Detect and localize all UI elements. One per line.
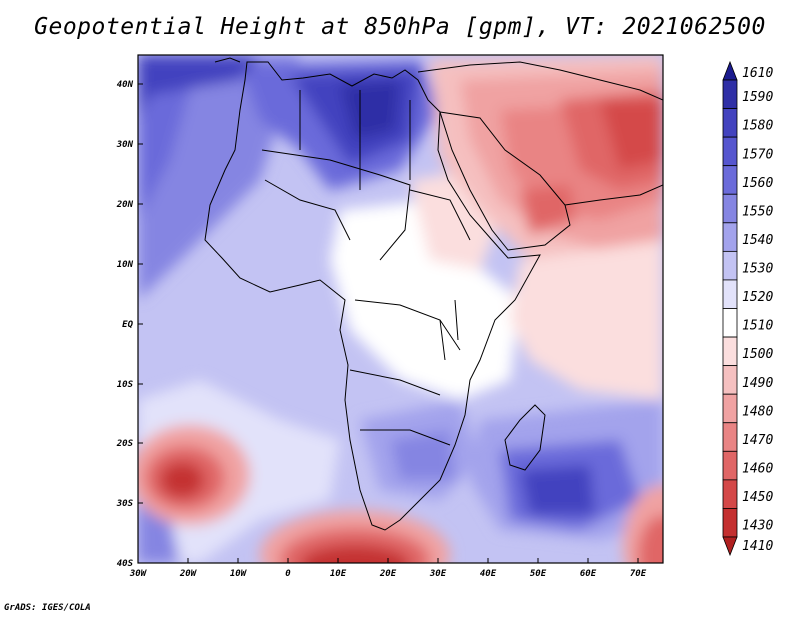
lon-label-10e: 10E bbox=[330, 569, 347, 579]
colorbar-swatch bbox=[722, 136, 738, 167]
axis-ticks bbox=[138, 83, 639, 563]
coastlines bbox=[204, 57, 663, 531]
colorbar-swatch bbox=[722, 336, 738, 367]
lon-label-40e: 40E bbox=[480, 569, 497, 579]
lon-label-50e: 50E bbox=[530, 569, 547, 579]
colorbar-swatch bbox=[722, 422, 738, 452]
colorbar-label: 1580 bbox=[742, 119, 773, 134]
colorbar-swatch bbox=[722, 250, 738, 281]
colorbar-label: 1500 bbox=[742, 347, 773, 362]
lon-label-60e: 60E bbox=[580, 569, 597, 579]
colorbar-label: 1430 bbox=[742, 519, 773, 534]
lon-label-20w: 20W bbox=[179, 569, 198, 579]
colorbar-label: 1520 bbox=[742, 290, 773, 305]
colorbar-label: 1410 bbox=[742, 539, 773, 554]
colorbar-label: 1590 bbox=[742, 90, 773, 105]
lat-label-30n: 30N bbox=[116, 140, 134, 150]
lat-label-40n: 40N bbox=[117, 80, 134, 90]
lat-label-eq: EQ bbox=[122, 320, 133, 330]
height-field bbox=[138, 55, 663, 563]
colorbar-label: 1460 bbox=[742, 461, 773, 476]
colorbar-label: 1490 bbox=[742, 376, 773, 391]
lon-label-30w: 30W bbox=[129, 569, 148, 579]
colorbar-label: 1450 bbox=[742, 490, 773, 505]
colorbar-label: 1510 bbox=[742, 319, 773, 334]
lon-label-70e: 70E bbox=[630, 569, 647, 579]
colorbar-swatch bbox=[722, 79, 738, 109]
colorbar-label: 1530 bbox=[742, 262, 773, 277]
colorbar-swatch bbox=[722, 193, 738, 224]
lat-label-20n: 20N bbox=[116, 200, 134, 210]
chart-title: Geopotential Height at 850hPa [gpm], VT:… bbox=[34, 14, 766, 40]
colorbar-swatch bbox=[722, 308, 738, 338]
colorbar-swatch bbox=[722, 108, 738, 138]
colorbar: 1610 1590 1580 1570 1560 1550 1540 1530 1520 1510… bbox=[722, 60, 773, 557]
lon-label-30e: 30E bbox=[429, 569, 447, 579]
colorbar-swatch bbox=[722, 393, 738, 424]
colorbar-swatch bbox=[722, 479, 738, 509]
lat-label-20s: 20S bbox=[116, 439, 134, 449]
colorbar-swatch bbox=[722, 279, 738, 309]
colorbar-swatch bbox=[722, 222, 738, 252]
colorbar-swatch bbox=[722, 450, 738, 481]
colorbar-swatch bbox=[722, 365, 738, 395]
colorbar-label: 1560 bbox=[742, 176, 773, 191]
lon-label-20e: 20E bbox=[379, 569, 397, 579]
colorbar-swatch bbox=[722, 165, 738, 195]
lat-label-10n: 10N bbox=[117, 260, 134, 270]
colorbar-label: 1570 bbox=[742, 147, 773, 162]
lon-label-0: 0 bbox=[285, 569, 291, 579]
colorbar-label: 1550 bbox=[742, 204, 773, 219]
colorbar-label: 1540 bbox=[742, 233, 773, 248]
map-frame bbox=[137, 54, 664, 564]
colorbar-swatch bbox=[722, 508, 738, 538]
lat-label-30s: 30S bbox=[116, 499, 134, 509]
lat-label-40s: 40S bbox=[117, 559, 134, 569]
lat-label-10s: 10S bbox=[117, 380, 134, 390]
colorbar-label: 1610 bbox=[742, 66, 773, 81]
colorbar-label: 1480 bbox=[742, 404, 773, 419]
footer-credit: GrADS: IGES/COLA bbox=[4, 603, 91, 613]
colorbar-label: 1470 bbox=[742, 433, 773, 448]
colorbar-bottom-arrow bbox=[722, 536, 738, 557]
lon-label-10w: 10W bbox=[230, 569, 248, 579]
colorbar-top-arrow bbox=[722, 60, 738, 81]
